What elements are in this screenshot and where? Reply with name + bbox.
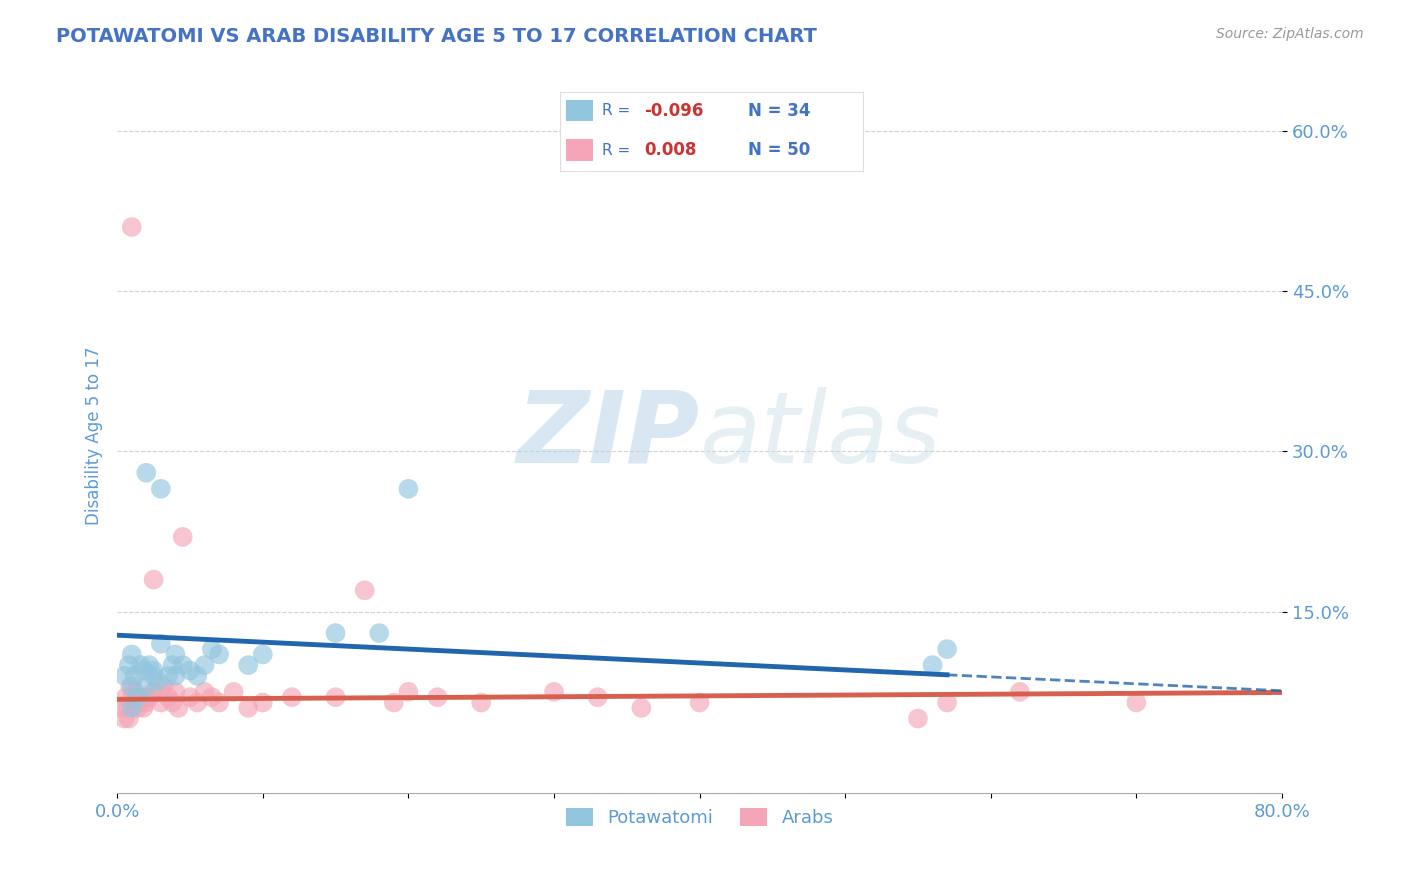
- Point: [396, 685, 419, 699]
- Point: [149, 685, 172, 699]
- Point: [396, 482, 419, 496]
- Point: [157, 669, 180, 683]
- Point: [586, 690, 609, 705]
- Point: [124, 669, 146, 683]
- Point: [149, 482, 172, 496]
- Point: [142, 573, 165, 587]
- Point: [142, 685, 165, 699]
- Point: [135, 680, 157, 694]
- Point: [238, 701, 260, 715]
- Point: [325, 626, 347, 640]
- Point: [118, 712, 141, 726]
- Point: [152, 680, 174, 694]
- Point: [165, 669, 187, 683]
- Point: [115, 690, 138, 705]
- Point: [121, 648, 143, 662]
- Point: [124, 685, 146, 699]
- Point: [127, 701, 149, 715]
- Point: [222, 685, 245, 699]
- Point: [368, 626, 391, 640]
- Point: [135, 466, 157, 480]
- Point: [281, 690, 304, 705]
- Point: [470, 696, 492, 710]
- Point: [353, 583, 375, 598]
- Point: [120, 680, 142, 694]
- Point: [1125, 696, 1147, 710]
- Point: [114, 669, 136, 683]
- Point: [114, 712, 136, 726]
- Text: POTAWATOMI VS ARAB DISABILITY AGE 5 TO 17 CORRELATION CHART: POTAWATOMI VS ARAB DISABILITY AGE 5 TO 1…: [56, 27, 817, 45]
- Point: [129, 658, 152, 673]
- Point: [117, 701, 139, 715]
- Point: [186, 696, 208, 710]
- Point: [128, 690, 150, 705]
- Point: [238, 658, 260, 673]
- Text: Source: ZipAtlas.com: Source: ZipAtlas.com: [1216, 27, 1364, 41]
- Point: [138, 690, 160, 705]
- Point: [193, 658, 215, 673]
- Point: [325, 690, 347, 705]
- Point: [121, 690, 143, 705]
- Point: [165, 648, 187, 662]
- Point: [252, 648, 274, 662]
- Point: [186, 669, 208, 683]
- Point: [179, 690, 201, 705]
- Point: [201, 690, 224, 705]
- Point: [201, 642, 224, 657]
- Legend: Potawatomi, Arabs: Potawatomi, Arabs: [558, 801, 841, 834]
- Point: [146, 674, 169, 689]
- Point: [936, 696, 959, 710]
- Point: [121, 680, 143, 694]
- Y-axis label: Disability Age 5 to 17: Disability Age 5 to 17: [86, 346, 103, 524]
- Point: [162, 696, 184, 710]
- Text: atlas: atlas: [700, 387, 941, 483]
- Point: [689, 696, 711, 710]
- Point: [121, 701, 143, 715]
- Point: [907, 712, 929, 726]
- Point: [165, 685, 187, 699]
- Point: [1008, 685, 1031, 699]
- Point: [118, 658, 141, 673]
- Point: [135, 696, 157, 710]
- Point: [132, 664, 155, 678]
- Point: [167, 701, 190, 715]
- Point: [630, 701, 652, 715]
- Point: [543, 685, 565, 699]
- Point: [208, 648, 231, 662]
- Point: [162, 658, 184, 673]
- Point: [121, 220, 143, 235]
- Point: [135, 690, 157, 705]
- Point: [179, 664, 201, 678]
- Point: [172, 658, 194, 673]
- Text: ZIP: ZIP: [516, 387, 700, 483]
- Point: [252, 696, 274, 710]
- Point: [936, 642, 959, 657]
- Point: [142, 669, 165, 683]
- Point: [149, 696, 172, 710]
- Point: [138, 658, 160, 673]
- Point: [129, 696, 152, 710]
- Point: [157, 690, 180, 705]
- Point: [382, 696, 405, 710]
- Point: [132, 701, 155, 715]
- Point: [127, 690, 149, 705]
- Point: [149, 637, 172, 651]
- Point: [426, 690, 449, 705]
- Point: [193, 685, 215, 699]
- Point: [124, 696, 146, 710]
- Point: [921, 658, 943, 673]
- Point: [208, 696, 231, 710]
- Point: [142, 664, 165, 678]
- Point: [110, 701, 132, 715]
- Point: [172, 530, 194, 544]
